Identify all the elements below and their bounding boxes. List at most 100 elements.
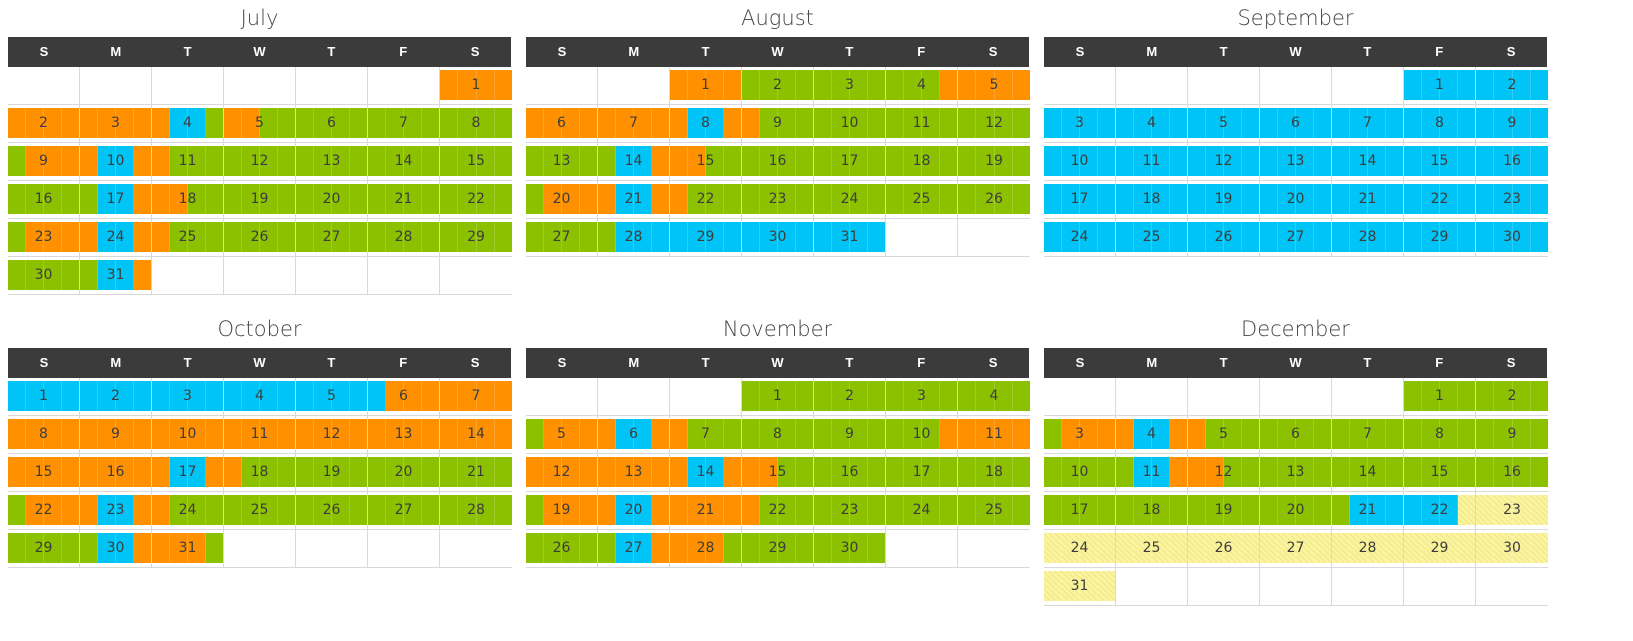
day-cell[interactable]: 13 [1260,454,1332,492]
day-cell[interactable]: 12 [526,454,598,492]
day-cell[interactable]: 6 [598,416,670,454]
day-cell[interactable]: 25 [958,492,1030,530]
day-cell[interactable]: 15 [8,454,80,492]
day-cell[interactable]: 10 [1044,454,1116,492]
day-cell[interactable]: 21 [670,492,742,530]
day-cell[interactable]: 23 [742,181,814,219]
day-cell[interactable]: 3 [152,378,224,416]
day-cell[interactable]: 13 [598,454,670,492]
day-cell[interactable]: 8 [440,105,512,143]
day-cell[interactable]: 20 [598,492,670,530]
day-cell[interactable]: 21 [440,454,512,492]
day-cell[interactable]: 6 [296,105,368,143]
day-cell[interactable]: 21 [1332,181,1404,219]
day-cell[interactable]: 3 [1044,416,1116,454]
day-cell[interactable]: 17 [1044,181,1116,219]
day-cell[interactable]: 4 [958,378,1030,416]
day-cell[interactable]: 19 [958,143,1030,181]
day-cell[interactable]: 7 [1332,105,1404,143]
day-cell[interactable]: 19 [1188,181,1260,219]
day-cell[interactable]: 9 [742,105,814,143]
day-cell[interactable]: 31 [1044,568,1116,606]
day-cell[interactable]: 14 [1332,454,1404,492]
day-cell[interactable]: 13 [368,416,440,454]
day-cell[interactable]: 27 [526,219,598,257]
day-cell[interactable]: 15 [1404,454,1476,492]
day-cell[interactable]: 28 [670,530,742,568]
day-cell[interactable]: 20 [1260,492,1332,530]
day-cell[interactable]: 21 [368,181,440,219]
day-cell[interactable]: 30 [80,530,152,568]
day-cell[interactable]: 5 [1188,416,1260,454]
day-cell[interactable]: 15 [1404,143,1476,181]
day-cell[interactable]: 22 [1404,181,1476,219]
day-cell[interactable]: 21 [1332,492,1404,530]
day-cell[interactable]: 27 [598,530,670,568]
day-cell[interactable]: 9 [814,416,886,454]
day-cell[interactable]: 23 [80,492,152,530]
day-cell[interactable]: 26 [526,530,598,568]
day-cell[interactable]: 20 [296,181,368,219]
day-cell[interactable]: 5 [296,378,368,416]
day-cell[interactable]: 11 [886,105,958,143]
day-cell[interactable]: 1 [1404,378,1476,416]
day-cell[interactable]: 20 [368,454,440,492]
day-cell[interactable]: 2 [742,67,814,105]
day-cell[interactable]: 12 [296,416,368,454]
day-cell[interactable]: 23 [814,492,886,530]
day-cell[interactable]: 7 [598,105,670,143]
day-cell[interactable]: 11 [958,416,1030,454]
day-cell[interactable]: 28 [368,219,440,257]
day-cell[interactable]: 18 [224,454,296,492]
day-cell[interactable]: 14 [598,143,670,181]
day-cell[interactable]: 25 [886,181,958,219]
day-cell[interactable]: 5 [1188,105,1260,143]
day-cell[interactable]: 14 [368,143,440,181]
day-cell[interactable]: 11 [1116,143,1188,181]
day-cell[interactable]: 23 [1476,181,1548,219]
day-cell[interactable]: 4 [152,105,224,143]
day-cell[interactable]: 13 [1260,143,1332,181]
day-cell[interactable]: 2 [80,378,152,416]
day-cell[interactable]: 2 [8,105,80,143]
day-cell[interactable]: 31 [814,219,886,257]
day-cell[interactable]: 24 [152,492,224,530]
day-cell[interactable]: 3 [1044,105,1116,143]
day-cell[interactable]: 27 [296,219,368,257]
day-cell[interactable]: 24 [1044,219,1116,257]
day-cell[interactable]: 25 [224,492,296,530]
day-cell[interactable]: 4 [886,67,958,105]
day-cell[interactable]: 15 [670,143,742,181]
day-cell[interactable]: 29 [440,219,512,257]
day-cell[interactable]: 9 [1476,105,1548,143]
day-cell[interactable]: 11 [224,416,296,454]
day-cell[interactable]: 7 [1332,416,1404,454]
day-cell[interactable]: 12 [958,105,1030,143]
day-cell[interactable]: 8 [742,416,814,454]
day-cell[interactable]: 1 [440,67,512,105]
day-cell[interactable]: 24 [886,492,958,530]
day-cell[interactable]: 9 [80,416,152,454]
day-cell[interactable]: 23 [8,219,80,257]
day-cell[interactable]: 8 [1404,105,1476,143]
day-cell[interactable]: 22 [440,181,512,219]
day-cell[interactable]: 18 [152,181,224,219]
day-cell[interactable]: 18 [1116,181,1188,219]
day-cell[interactable]: 8 [8,416,80,454]
day-cell[interactable]: 10 [1044,143,1116,181]
day-cell[interactable]: 16 [8,181,80,219]
day-cell[interactable]: 1 [742,378,814,416]
day-cell[interactable]: 6 [368,378,440,416]
day-cell[interactable]: 5 [224,105,296,143]
day-cell[interactable]: 4 [1116,416,1188,454]
day-cell[interactable]: 17 [152,454,224,492]
day-cell[interactable]: 11 [1116,454,1188,492]
day-cell[interactable]: 17 [80,181,152,219]
day-cell[interactable]: 31 [80,257,152,295]
day-cell[interactable]: 28 [598,219,670,257]
day-cell[interactable]: 3 [886,378,958,416]
day-cell[interactable]: 16 [742,143,814,181]
day-cell[interactable]: 22 [742,492,814,530]
day-cell[interactable]: 17 [814,143,886,181]
day-cell[interactable]: 12 [1188,143,1260,181]
